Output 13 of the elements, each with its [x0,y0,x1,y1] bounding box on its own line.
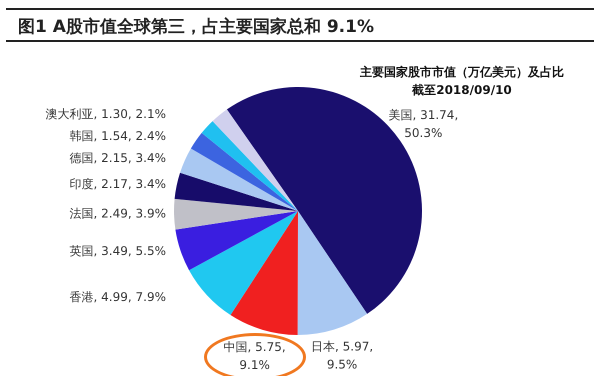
slice-label: 德国, 2.15, 3.4% [70,150,166,165]
slice-label: 香港, 4.99, 7.9% [70,290,166,304]
slice-label: 法国, 2.49, 3.9% [70,206,166,221]
slice-label: 日本, 5.97, 9.5% [310,340,374,372]
slice-label: 美国, 31.74, 50.3% [388,108,458,140]
slice-label: 澳大利亚, 1.30, 2.1% [46,106,166,121]
chart-subtitle: 主要国家股市市值（万亿美元）及占比 [359,65,564,79]
slice-label: 英国, 3.49, 5.5% [70,244,166,258]
chart-title: 图1 A股市值全球第三，占主要国家总和 9.1% [6,8,594,42]
slice-label: 韩国, 1.54, 2.4% [70,128,166,143]
text: 截至2018/09/10 [411,83,512,97]
slice-label: 印度, 2.17, 3.4% [70,177,166,192]
slice-label: 中国, 5.75, 9.1% [224,340,286,372]
